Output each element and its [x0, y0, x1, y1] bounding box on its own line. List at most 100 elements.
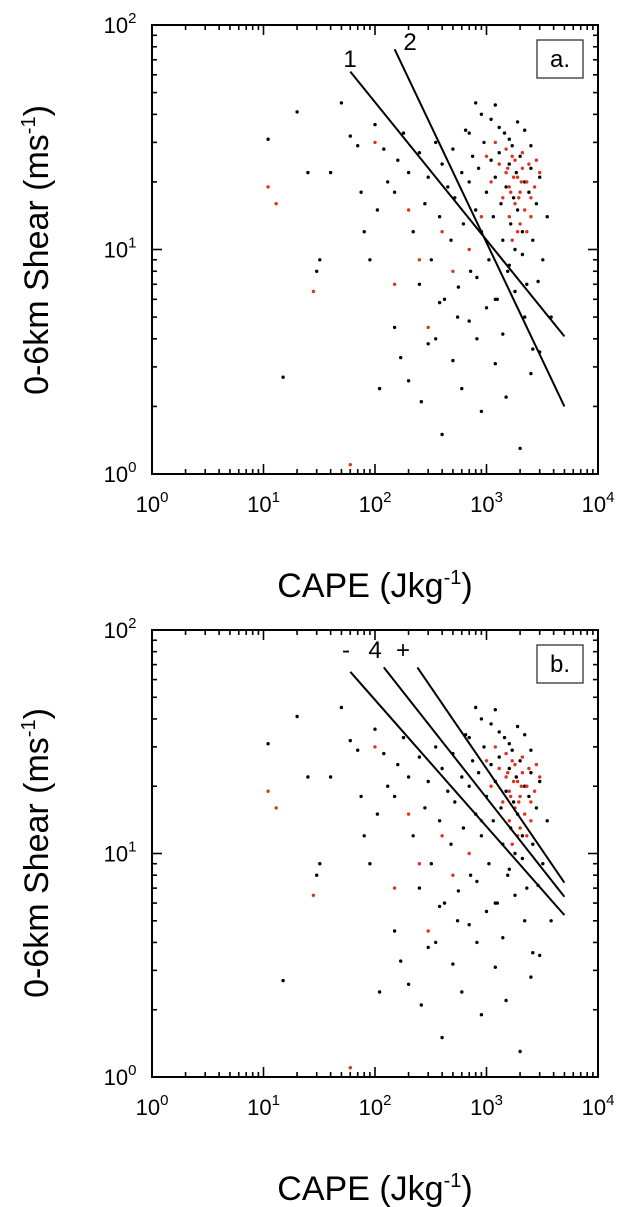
data-point-black [510, 748, 514, 752]
data-point-black [455, 919, 460, 923]
data-point-black [426, 342, 430, 346]
data-point-black [529, 748, 533, 752]
regression-line-label: + [396, 637, 410, 664]
data-point-red [525, 834, 529, 838]
data-point-red [493, 745, 497, 749]
data-point-black [525, 282, 529, 286]
data-point-red [529, 800, 533, 804]
data-point-black [411, 230, 415, 234]
data-point-black [359, 190, 363, 194]
data-point-red [529, 215, 533, 219]
data-point-black [545, 215, 549, 219]
data-point-black [451, 147, 455, 151]
y-axis-label: 0-6km Shear (ms-1) [18, 105, 56, 395]
data-point-black [467, 319, 471, 323]
data-point-black [531, 951, 535, 955]
data-point-black [281, 978, 285, 983]
data-point-red [467, 247, 471, 252]
data-point-black [474, 101, 478, 105]
data-point-red [513, 202, 517, 206]
data-point-black [491, 819, 495, 823]
data-point-black [449, 842, 453, 846]
data-point-black [531, 238, 535, 242]
data-point-black [440, 1035, 444, 1040]
data-point-black [513, 247, 517, 252]
data-point-black [437, 819, 442, 823]
data-point-red [392, 282, 397, 286]
data-point-black [423, 806, 427, 810]
data-point-black [506, 269, 510, 273]
data-point-black [527, 190, 531, 194]
regression-lines [349, 48, 566, 407]
data-point-red [523, 208, 527, 212]
data-point-black [467, 180, 471, 184]
axis-ticks [151, 25, 599, 475]
data-point-black [442, 901, 447, 905]
data-point-red [509, 794, 513, 799]
data-point-black [467, 923, 471, 927]
data-point-black [518, 1049, 522, 1054]
data-point-red [489, 784, 493, 788]
data-point-red [497, 162, 501, 166]
x-tick-label: 103 [470, 1092, 503, 1120]
data-point-black [375, 208, 380, 212]
data-point-black [502, 735, 507, 740]
data-point-black [499, 202, 503, 206]
data-point-red [525, 230, 529, 234]
data-point-black [545, 819, 549, 823]
data-point-black [429, 258, 433, 262]
panel-a: 0-6km Shear (ms-1) CAPE (Jkg-1) 1 2 100 101… [18, 10, 614, 605]
scatter-points [266, 101, 553, 467]
y-axis-label: 0-6km Shear (ms-1) [18, 708, 56, 998]
regression-line-label: 4 [368, 637, 381, 664]
data-point-black [476, 166, 481, 170]
data-point-black [328, 775, 333, 779]
data-point-black [456, 889, 461, 893]
data-point-black [511, 800, 516, 804]
data-point-black [487, 862, 491, 866]
data-point-black [529, 166, 533, 170]
data-point-black [460, 775, 464, 779]
data-point-black [536, 279, 540, 284]
data-point-black [487, 258, 491, 262]
data-point-black [440, 432, 444, 437]
data-point-black [493, 708, 497, 712]
data-point-black [417, 886, 422, 890]
y-tick-label: 102 [104, 10, 137, 38]
data-point-black [493, 965, 497, 969]
regression-line-1 [383, 666, 566, 898]
data-point-black [518, 759, 522, 763]
data-point-black [520, 856, 525, 861]
data-point-black [406, 982, 411, 986]
data-point-red [266, 185, 270, 189]
data-point-black [356, 748, 360, 752]
data-point-black [434, 140, 438, 145]
data-point-red [515, 230, 520, 234]
data-point-red [511, 779, 516, 784]
data-point-black [348, 134, 352, 138]
data-point-red [489, 180, 493, 184]
data-point-black [392, 325, 397, 330]
data-point-black [529, 371, 533, 376]
data-point-black [382, 147, 386, 151]
data-point-black [504, 395, 508, 399]
data-point-black [504, 789, 508, 793]
data-point-red [501, 800, 505, 804]
data-point-black [493, 362, 497, 366]
data-point-red [511, 175, 516, 179]
data-point-black [484, 306, 489, 310]
data-point-black [359, 794, 363, 799]
data-point-black [386, 784, 390, 788]
data-point-black [541, 862, 545, 866]
x-tick-label: 101 [247, 489, 280, 517]
data-point-red [479, 215, 484, 219]
data-point-red [451, 873, 455, 877]
data-point-black [499, 806, 503, 810]
data-point-black [484, 190, 489, 194]
data-point-black [479, 409, 484, 414]
data-point-black [460, 386, 464, 391]
data-point-black [375, 812, 380, 816]
regression-line-label: 1 [343, 46, 356, 73]
data-point-black [362, 230, 366, 234]
data-point-black [440, 162, 444, 166]
